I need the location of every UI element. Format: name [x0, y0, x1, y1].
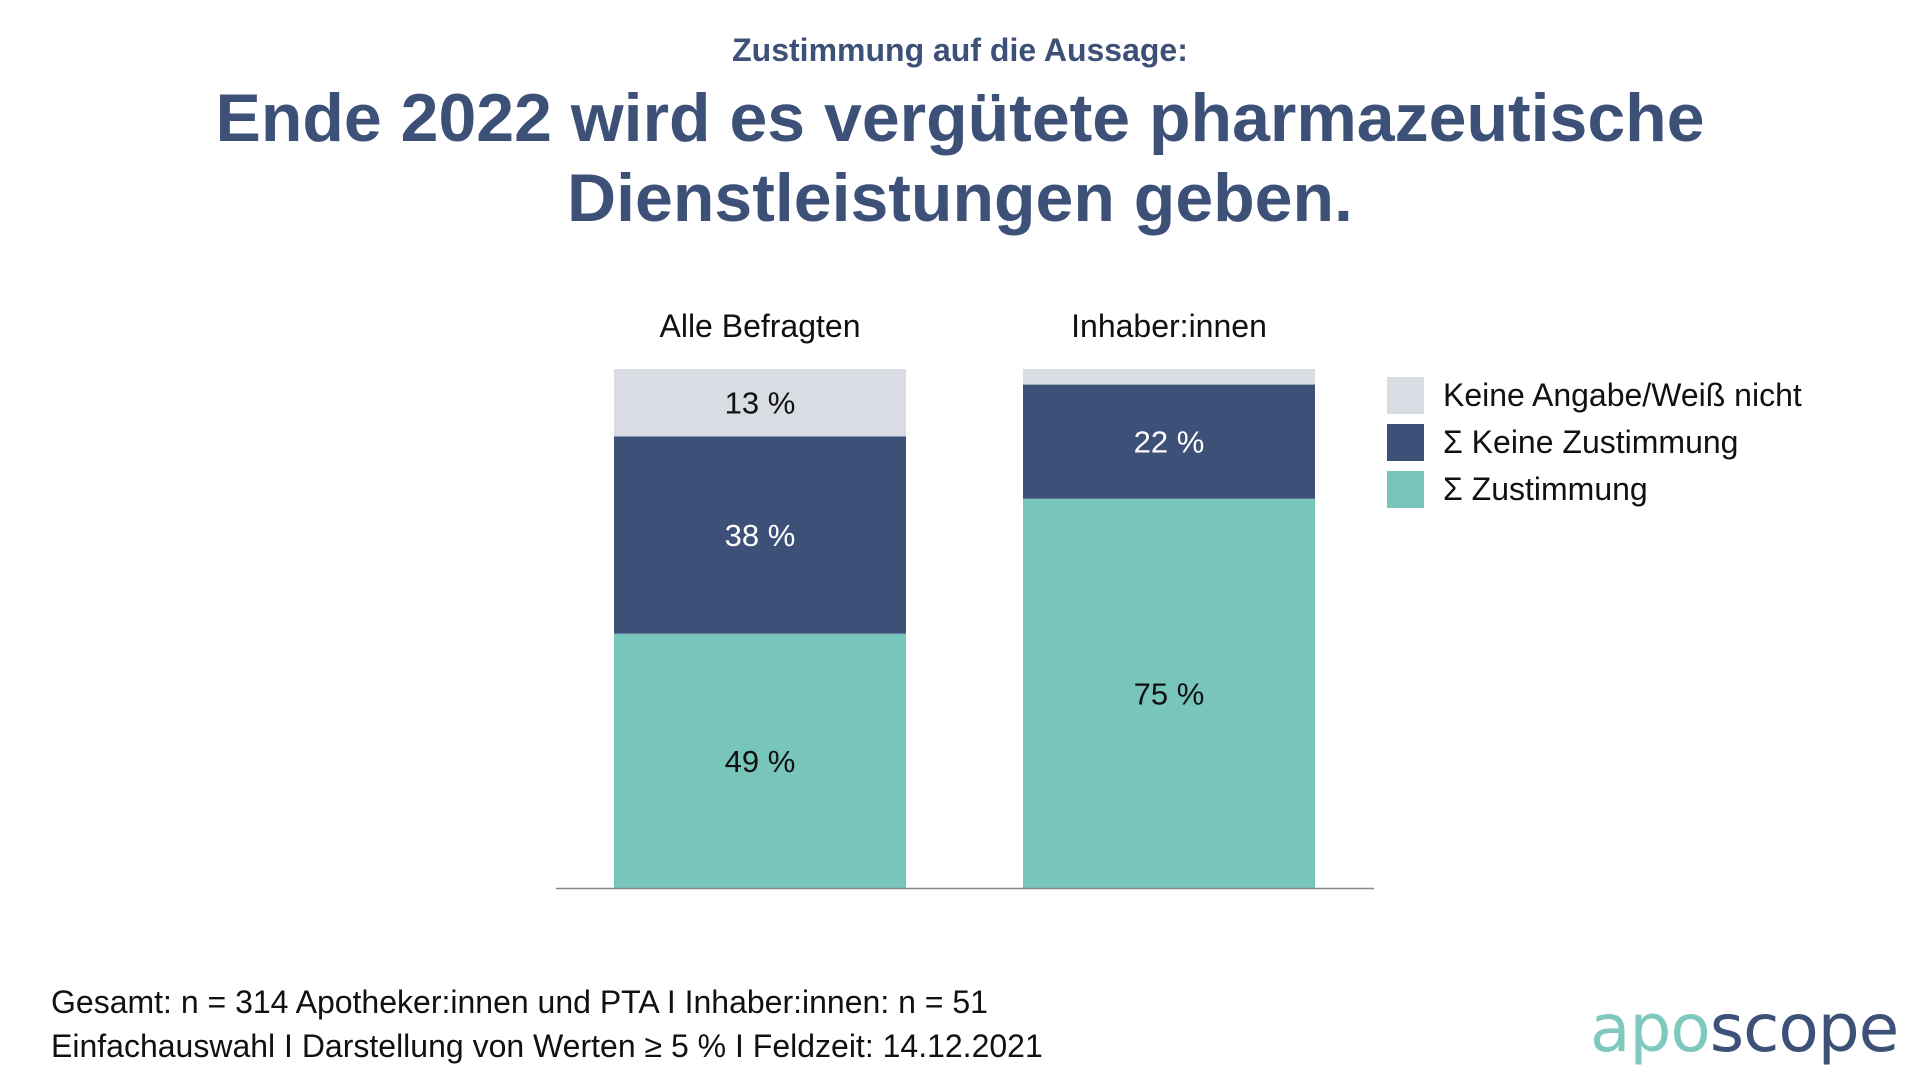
legend-swatch [1387, 471, 1424, 508]
footnote-line-2: Einfachauswahl I Darstellung von Werten … [51, 1028, 1043, 1064]
chart-subtitle: Zustimmung auf die Aussage: [732, 32, 1188, 68]
bar-segment [614, 436, 906, 634]
bar-segment [1023, 384, 1315, 499]
footnote-line-1: Gesamt: n = 314 Apotheker:innen und PTA … [51, 984, 988, 1020]
aposcope-logo: aposcope [1590, 990, 1900, 1067]
legend-label: Σ Keine Zustimmung [1443, 424, 1738, 460]
chart-title-line-1: Ende 2022 wird es vergütete pharmazeutis… [215, 80, 1705, 156]
bar-segment [614, 633, 906, 888]
data-label: 49 % [725, 744, 796, 779]
footnote: Gesamt: n = 314 Apotheker:innen und PTA … [51, 980, 1043, 1068]
data-label: 13 % [725, 386, 796, 421]
data-label: 22 % [1134, 425, 1205, 460]
legend-label: Keine Angabe/Weiß nicht [1443, 377, 1802, 413]
category-label: Inhaber:innen [1071, 308, 1267, 344]
bar-segment [1023, 498, 1315, 888]
logo-part-apo: apo [1590, 990, 1711, 1067]
bar-segment [614, 369, 906, 437]
data-label: 38 % [725, 518, 796, 553]
chart-title-line-2: Dienstleistungen geben. [567, 160, 1353, 236]
legend-swatch [1387, 424, 1424, 461]
logo-part-scope: scope [1709, 990, 1900, 1067]
chart-title: Ende 2022 wird es vergütete pharmazeutis… [0, 78, 1920, 238]
category-label: Alle Befragten [659, 308, 860, 344]
legend-swatch [1387, 377, 1424, 414]
data-label: 75 % [1134, 676, 1205, 711]
bar-segment [1023, 369, 1315, 385]
legend-label: Σ Zustimmung [1443, 471, 1648, 507]
